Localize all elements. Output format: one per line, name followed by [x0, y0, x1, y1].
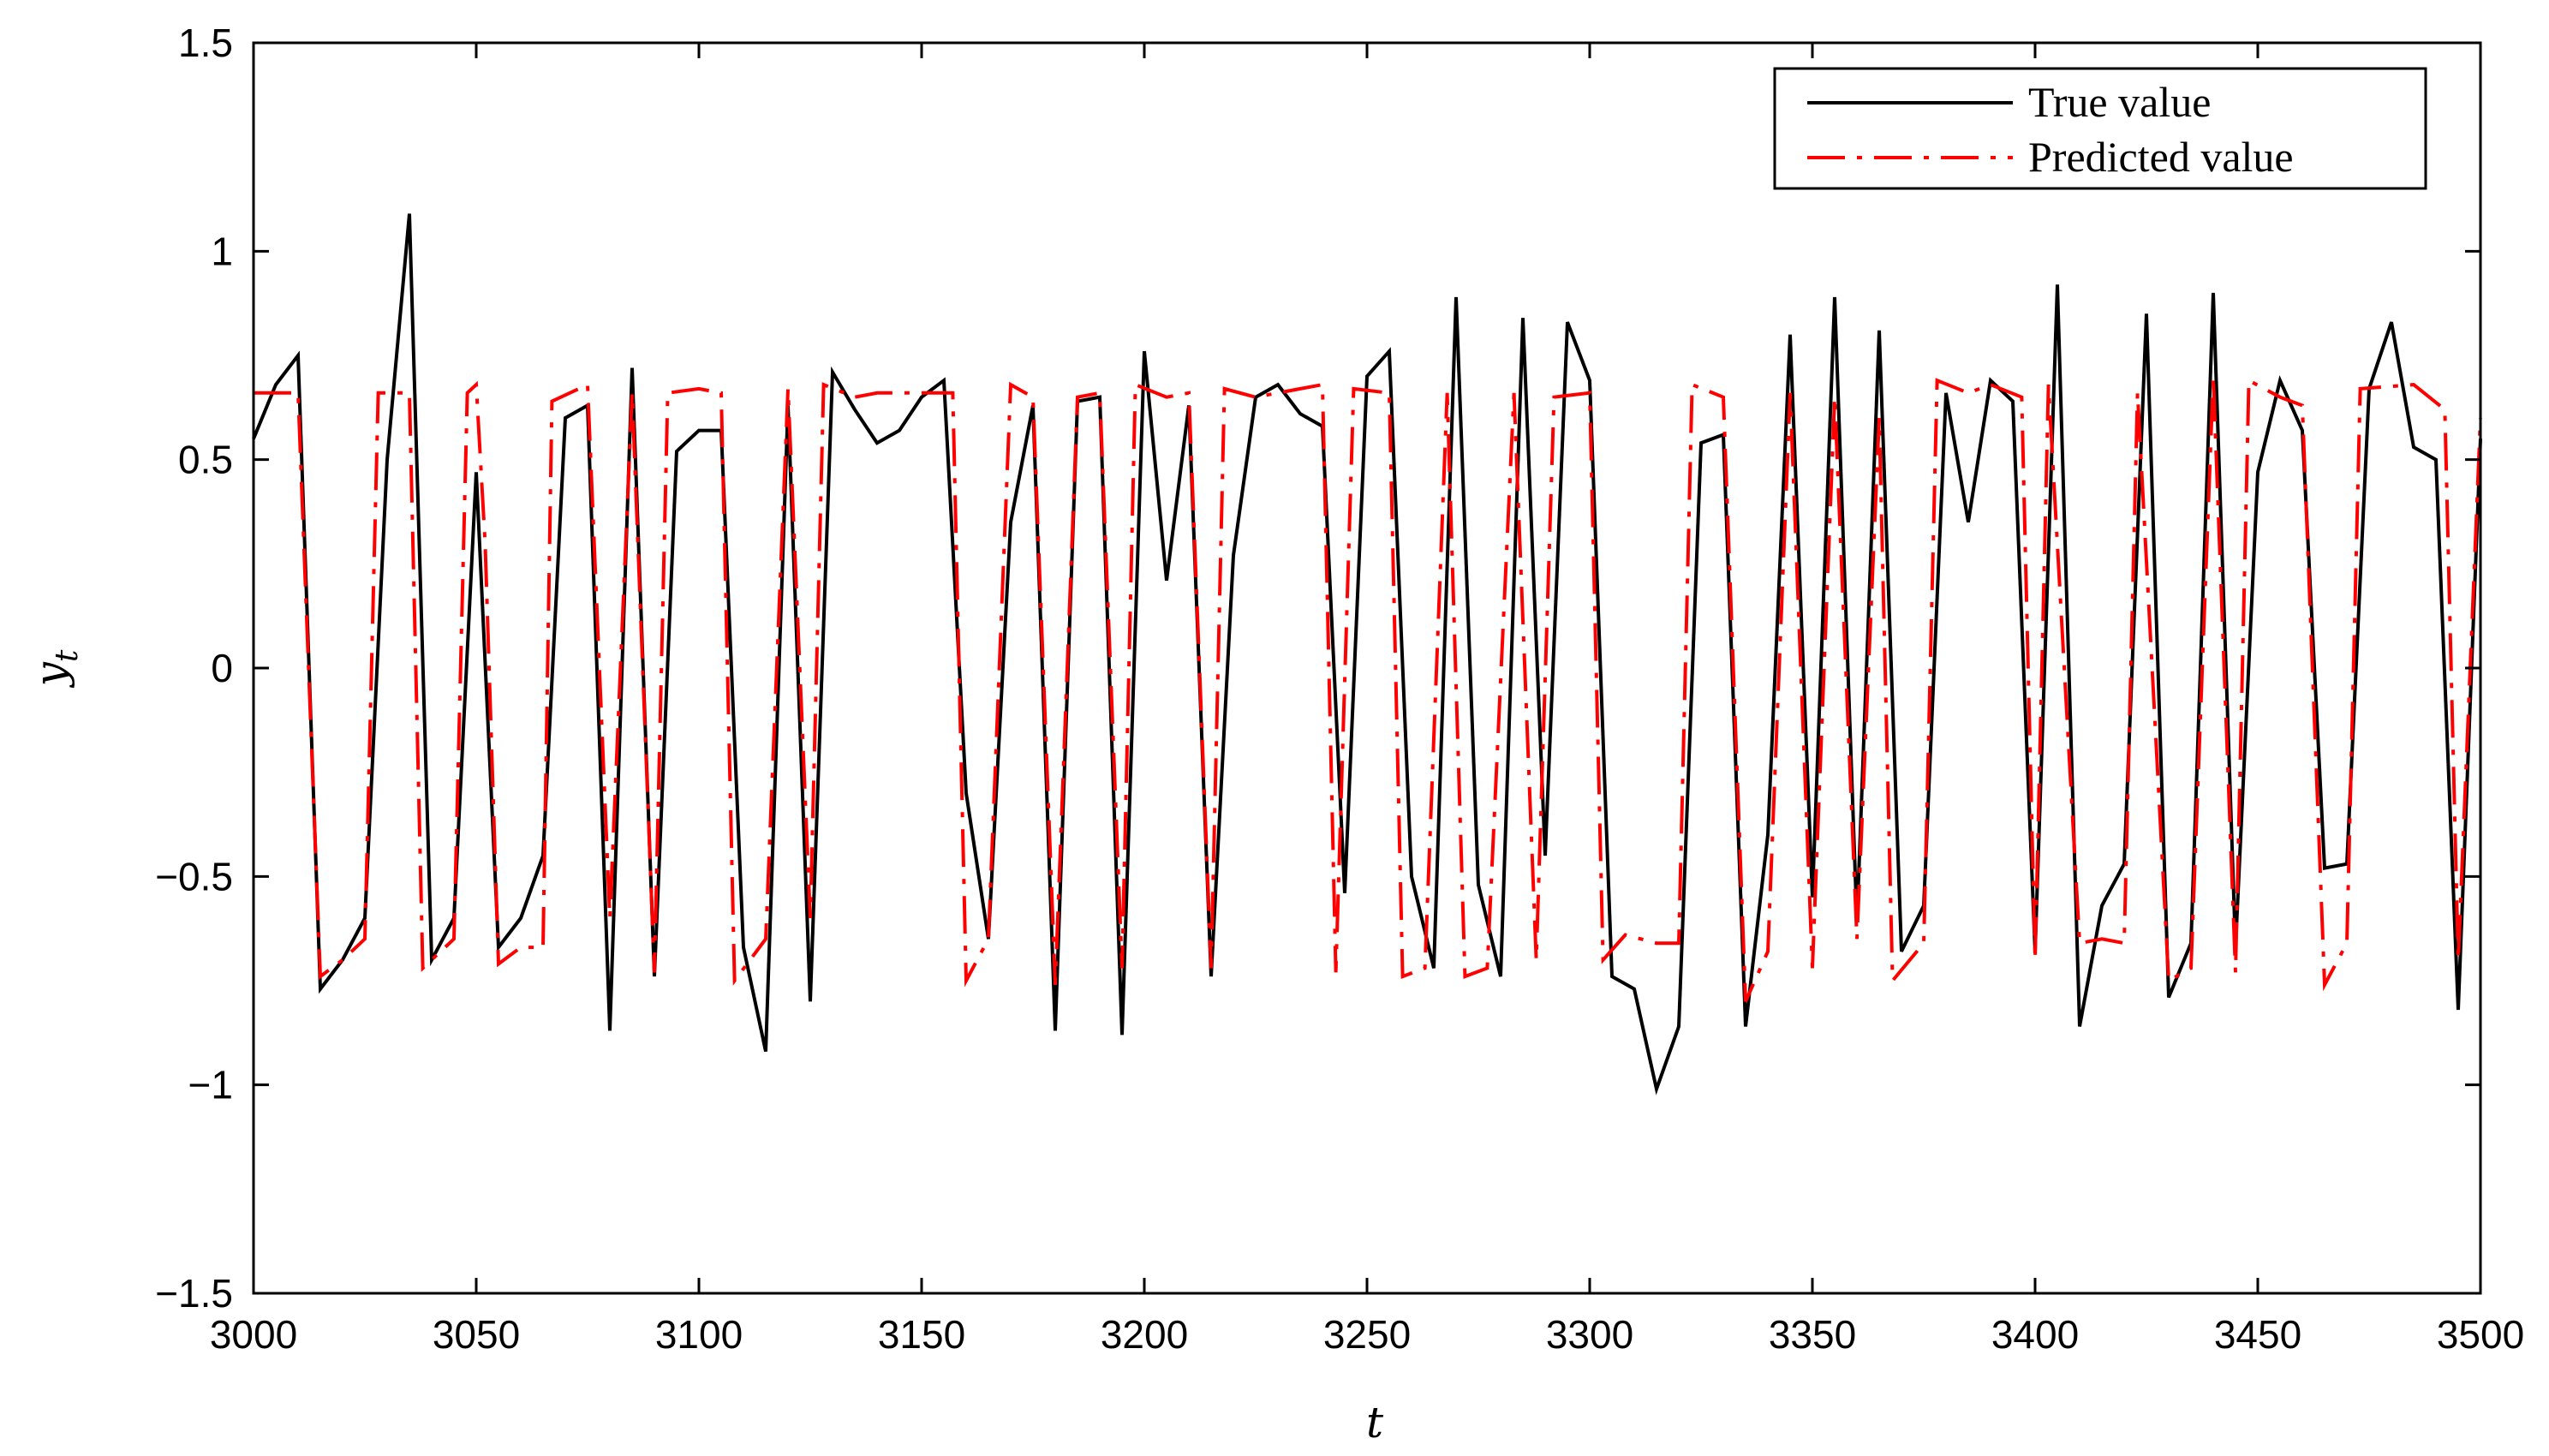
y-tick-label: −0.5 [155, 854, 233, 898]
x-tick-label: 3000 [210, 1312, 297, 1357]
y-tick-label: −1.5 [155, 1271, 233, 1316]
x-tick-label: 3300 [1546, 1312, 1633, 1357]
legend-label-true-value: True value [2028, 78, 2211, 126]
x-tick-label: 3050 [433, 1312, 520, 1357]
y-tick-label: −1 [188, 1063, 233, 1107]
y-tick-label: 0.5 [178, 438, 233, 482]
legend-label-predicted-value: Predicted value [2028, 133, 2294, 181]
y-tick-label: 1 [211, 229, 233, 273]
plot-background [254, 43, 2480, 1293]
x-axis-title: t [1366, 1398, 1384, 1447]
y-axis-title: yt [26, 649, 85, 688]
series-layer [252, 213, 2482, 1095]
x-tick-label: 3250 [1323, 1312, 1411, 1357]
y-axis-title-main: y [26, 661, 75, 688]
series-line-true-value [252, 213, 2482, 1095]
y-tick-label: 1.5 [178, 21, 233, 65]
y-axis-ticks: −1.5 −1 −0.5 0 0.5 1 1.5 [155, 21, 2480, 1316]
x-tick-label: 3150 [878, 1312, 965, 1357]
x-tick-label: 3450 [2214, 1312, 2301, 1357]
x-tick-label: 3350 [1769, 1312, 1856, 1357]
legend-box [1773, 67, 2427, 190]
x-tick-label: 3500 [2437, 1312, 2524, 1357]
x-tick-label: 3100 [655, 1312, 743, 1357]
series-line-predicted-value [254, 376, 2482, 1003]
x-axis-ticks: 3000 3050 3100 3150 3200 3250 3300 3350 3400 3450… [210, 43, 2524, 1357]
y-axis-title-subscript: t [50, 649, 85, 662]
legend: True value Predicted value [1773, 67, 2427, 190]
x-tick-label: 3200 [1101, 1312, 1188, 1357]
y-tick-label: 0 [211, 646, 233, 690]
x-tick-label: 3400 [1991, 1312, 2079, 1357]
